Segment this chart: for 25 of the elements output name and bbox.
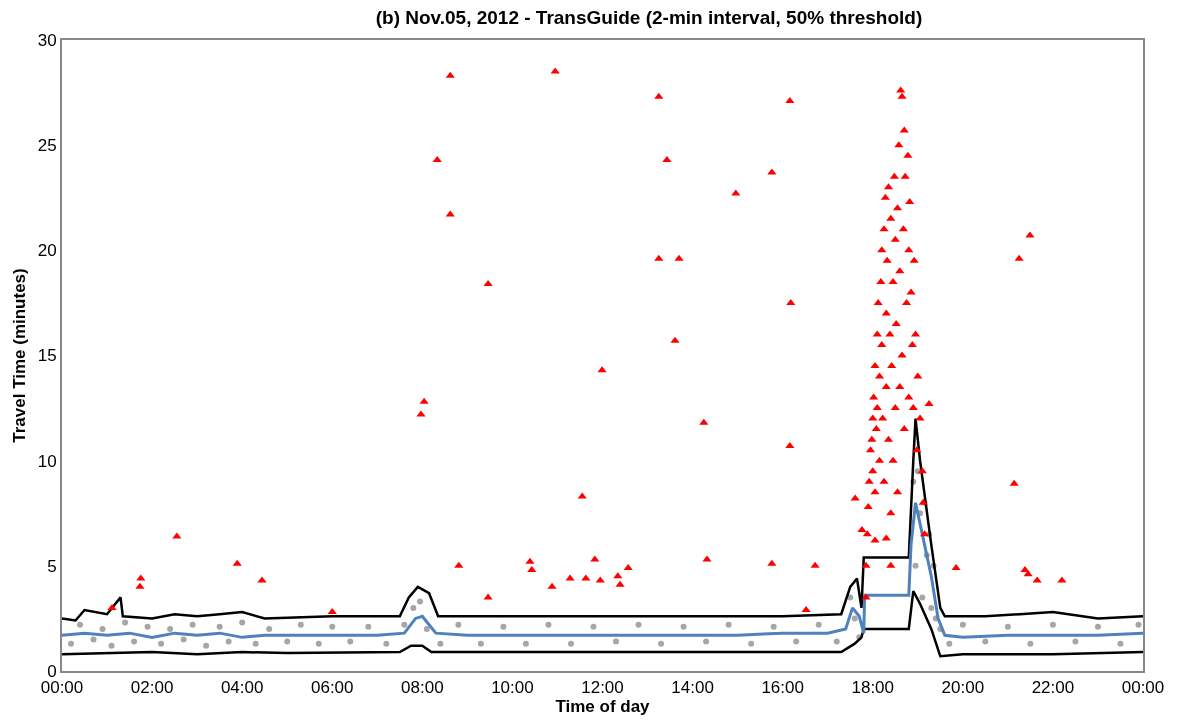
x-tick-label: 12:00 <box>581 678 624 698</box>
x-tick-label: 10:00 <box>491 678 534 698</box>
y-tick-label: 5 <box>47 556 57 576</box>
x-tick-label: 14:00 <box>671 678 714 698</box>
y-axis-title: Travel Time (minutes) <box>9 268 29 443</box>
y-tick-label: 15 <box>37 346 57 366</box>
line-series <box>62 501 1143 639</box>
line-series <box>62 589 1143 658</box>
y-tick-label: 25 <box>37 136 57 156</box>
y-tick-label: 0 <box>47 661 57 681</box>
x-tick-label: 16:00 <box>761 678 804 698</box>
y-tick-label: 30 <box>37 30 57 50</box>
x-tick-label: 02:00 <box>130 678 174 698</box>
x-tick-label: 22:00 <box>1031 678 1075 698</box>
x-tick-label: 18:00 <box>851 678 895 698</box>
y-tick-label: 10 <box>37 451 57 471</box>
chart-title: (b) Nov.05, 2012 - TransGuide (2-min interval, 50% threshold) <box>375 7 923 29</box>
x-tick-label: 00:00 <box>40 678 84 698</box>
x-tick-label: 04:00 <box>220 678 264 698</box>
x-tick-label: 20:00 <box>941 678 985 698</box>
x-axis-title: Time of day <box>555 697 651 717</box>
y-tick-label: 20 <box>37 241 57 261</box>
x-tick-label: 08:00 <box>401 678 444 698</box>
x-tick-label: 06:00 <box>310 678 354 698</box>
x-tick-label: 00:00 <box>1121 678 1165 698</box>
